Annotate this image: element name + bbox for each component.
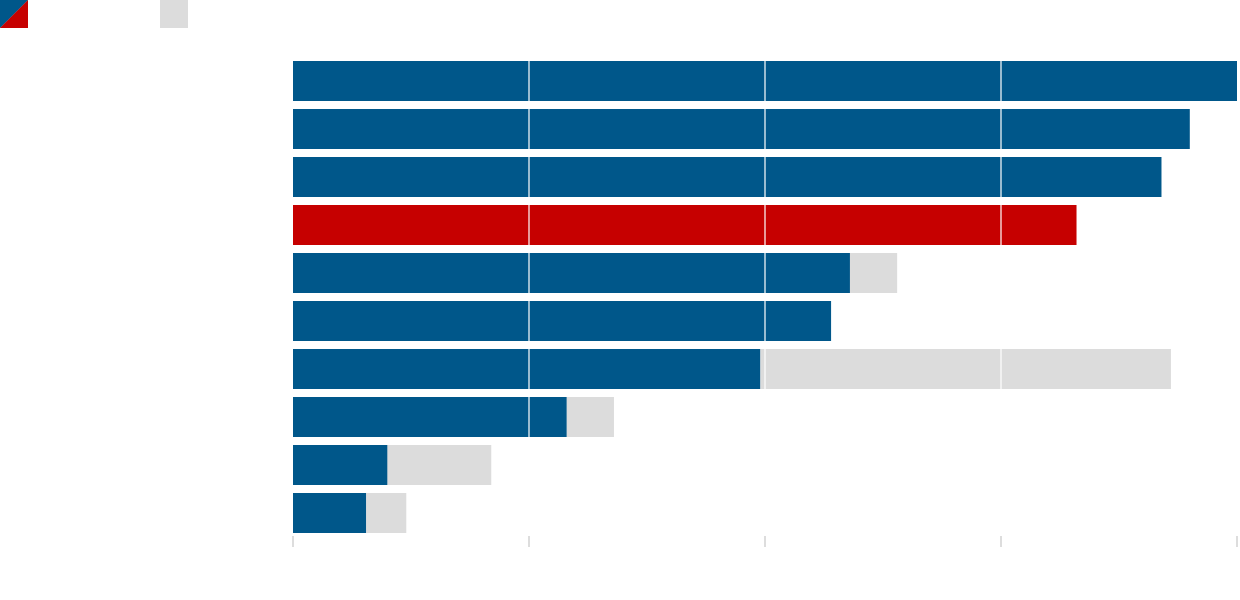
legend-swatch-secondary	[160, 0, 188, 28]
bar-primary-1	[293, 109, 1190, 149]
bar-primary-7	[293, 397, 567, 437]
bars	[293, 61, 1237, 533]
bar-secondary-8	[387, 445, 492, 485]
bar-primary-6	[293, 349, 761, 389]
bar-secondary-9	[366, 493, 407, 533]
bar-secondary-7	[566, 397, 614, 437]
bar-secondary-4	[849, 253, 898, 293]
legend-swatch-highlight	[0, 0, 28, 28]
bar-primary-5	[293, 301, 832, 341]
bar-secondary-6	[760, 349, 1171, 389]
x-axis	[292, 536, 1238, 547]
bar-primary-2	[293, 157, 1162, 197]
bar-primary-3	[293, 205, 1077, 245]
bar-primary-9	[293, 493, 367, 533]
bar-primary-8	[293, 445, 388, 485]
bar-primary-4	[293, 253, 850, 293]
gridlines	[528, 61, 1002, 533]
legend	[0, 0, 188, 28]
